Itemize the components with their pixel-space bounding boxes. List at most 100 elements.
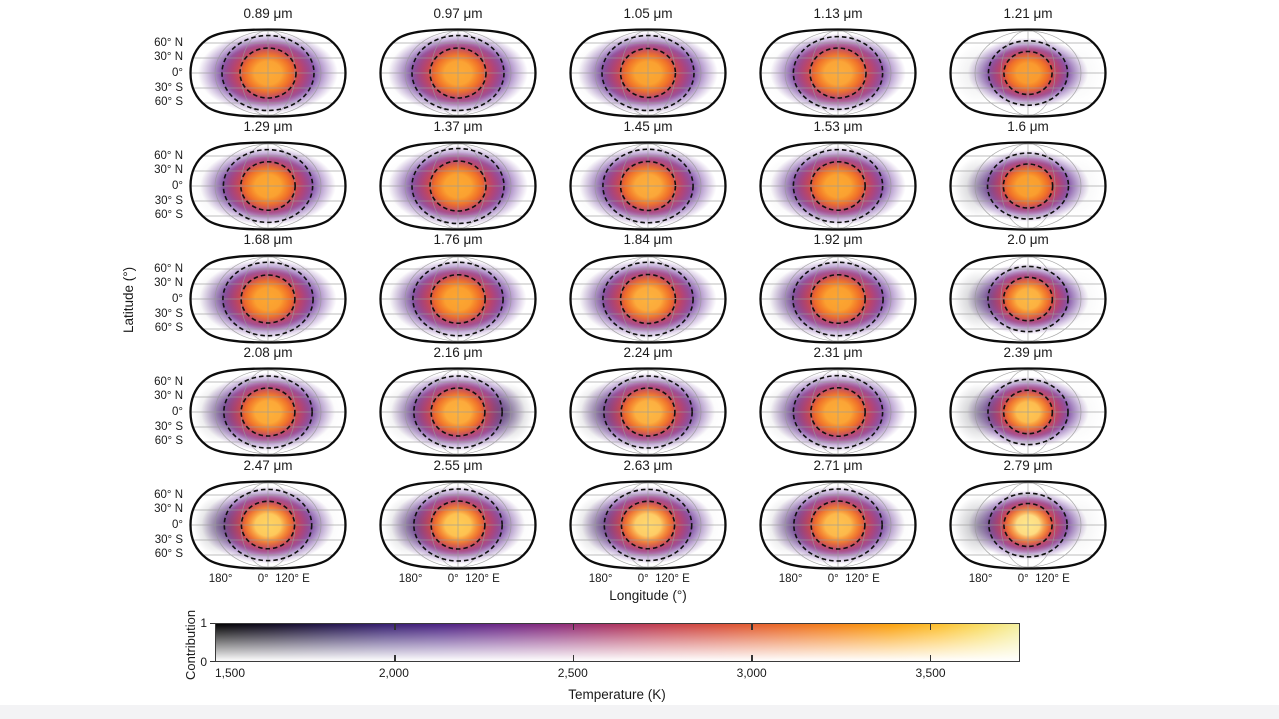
projection-map-svg [189, 141, 347, 231]
projection-map-svg [379, 480, 537, 570]
contribution-axis-label: Contribution [183, 609, 198, 681]
west-limb-shading [193, 270, 245, 330]
lon-tick-label: 180° [968, 573, 993, 585]
projection-map-svg [949, 480, 1107, 570]
graticule [381, 369, 535, 455]
projection-outline [569, 141, 727, 231]
substellar-dashed-circles [412, 261, 504, 337]
lat-tick-label: 30° N [154, 51, 183, 64]
projection-outline [949, 367, 1107, 457]
east-limb-shading [671, 157, 723, 217]
substellar-dashed-circles [223, 488, 313, 562]
projection-outline [759, 480, 917, 570]
map-panel: 1.13 μm [759, 6, 917, 118]
projection-outline [949, 254, 1107, 344]
colorbar-tick-mark [572, 624, 575, 630]
colorbar-tick-mark [929, 655, 932, 661]
substellar-dashed-circles [987, 378, 1069, 446]
substellar-dashed-circles [413, 375, 503, 449]
lat-tick-label: 60° S [154, 548, 183, 561]
projection-outline [189, 141, 347, 231]
substellar-dashed-circles [601, 34, 695, 112]
west-limb-shading [763, 383, 815, 443]
panel-wavelength-title: 1.37 μm [433, 119, 483, 134]
west-limb-shading [573, 44, 625, 104]
lat-tick-label: 0° [172, 518, 183, 531]
east-limb-shading [861, 44, 913, 104]
colorbar-contribution-tick-label: 1 [200, 616, 207, 630]
projection-outline [759, 254, 917, 344]
panel-wavelength-title: 1.68 μm [243, 232, 293, 247]
east-limb-shading [291, 157, 343, 217]
west-limb-shading [573, 157, 625, 217]
panel-wavelength-title: 2.47 μm [243, 458, 293, 473]
east-limb-shading [481, 270, 533, 330]
east-limb-shading [861, 157, 913, 217]
lat-tick-label: 0° [172, 179, 183, 192]
map-panel: 2.31 μm [759, 345, 917, 457]
projection-outline [759, 28, 917, 118]
west-limb-shading [573, 383, 625, 443]
east-limb-shading [481, 383, 533, 443]
map-panel: 1.29 μm [189, 119, 347, 231]
panel-wavelength-title: 1.6 μm [1007, 119, 1049, 134]
panel-wavelength-title: 1.05 μm [623, 6, 673, 21]
colorbar-temperature-tick-label: 2,500 [557, 666, 588, 680]
substellar-dashed-circles [603, 375, 693, 449]
lat-tick-label: 30° N [154, 390, 183, 403]
colorbar-contribution-tick-mark [210, 661, 215, 663]
graticule [761, 143, 915, 229]
map-panel: 0.89 μm [189, 6, 347, 118]
panel-wavelength-title: 2.0 μm [1007, 232, 1049, 247]
map-panel: 0.97 μm [379, 6, 537, 118]
lat-tick-label: 60° N [154, 36, 183, 49]
projection-outline [759, 141, 917, 231]
east-limb-shading [671, 270, 723, 330]
west-limb-shading [383, 44, 435, 104]
graticule [761, 369, 915, 455]
projection-outline [949, 480, 1107, 570]
west-limb-shading [193, 383, 245, 443]
lat-tick-label: 30° N [154, 277, 183, 290]
substellar-dashed-circles [792, 35, 884, 111]
lat-tick-label: 0° [172, 292, 183, 305]
graticule [571, 30, 725, 116]
substellar-dashed-circles [222, 148, 314, 224]
projection-outline [189, 367, 347, 457]
map-panel: 2.16 μm [379, 345, 537, 457]
west-limb-shading [763, 496, 815, 556]
lat-tick-label: 60° S [154, 322, 183, 335]
graticule [191, 30, 345, 116]
lat-tick-label: 0° [172, 405, 183, 418]
lat-tick-label: 30° S [154, 194, 183, 207]
east-limb-shading [481, 157, 533, 217]
page-bottom-strip [0, 705, 1279, 719]
panel-wavelength-title: 0.89 μm [243, 6, 293, 21]
latitude-axis-label: Latitude (°) [121, 266, 136, 334]
projection-outline [949, 141, 1107, 231]
panel-wavelength-title: 1.29 μm [243, 119, 293, 134]
colorbar-tick-mark [929, 624, 932, 630]
graticule [761, 256, 915, 342]
panel-wavelength-title: 2.31 μm [813, 345, 863, 360]
graticule [191, 482, 345, 568]
lat-tick-label: 60° S [154, 435, 183, 448]
substellar-dashed-circles [411, 34, 505, 112]
lon-tick-label: 120° E [845, 573, 880, 585]
colorbar-contribution-tick-mark [210, 623, 215, 625]
colorbar-tick-mark [751, 655, 753, 661]
map-panel: 1.68 μm [189, 232, 347, 344]
graticule [571, 256, 725, 342]
substellar-dashed-circles [792, 374, 884, 450]
west-limb-shading [763, 44, 815, 104]
lon-tick-label: 180° [778, 573, 803, 585]
map-panel: 1.76 μm [379, 232, 537, 344]
graticule [571, 143, 725, 229]
panel-wavelength-title: 2.24 μm [623, 345, 673, 360]
lon-tick-label: 120° E [1035, 573, 1070, 585]
projection-outline [189, 254, 347, 344]
projection-map-svg [949, 367, 1107, 457]
map-panel: 1.05 μm [569, 6, 727, 118]
east-limb-shading [861, 383, 913, 443]
projection-map-svg [569, 367, 727, 457]
